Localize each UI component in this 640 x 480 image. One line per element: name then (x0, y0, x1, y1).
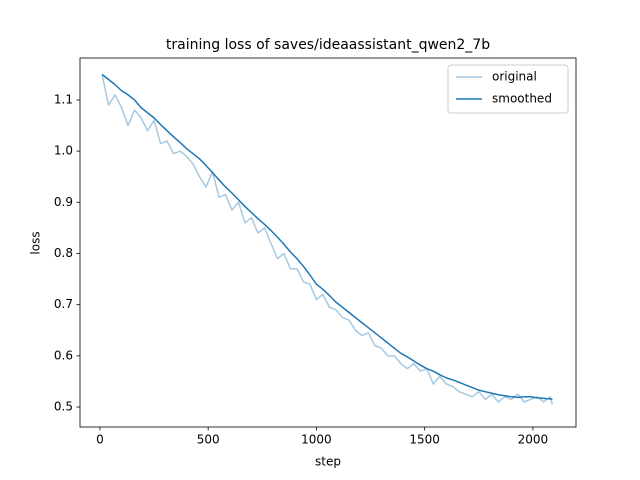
y-tick-label: 0.7 (54, 297, 73, 311)
y-tick-label: 0.6 (54, 348, 73, 362)
y-tick-label: 0.9 (54, 195, 73, 209)
x-axis-label: step (315, 455, 341, 469)
plot-frame (79, 57, 577, 428)
y-tick-label: 1.0 (54, 144, 73, 158)
series-line (101, 74, 554, 405)
x-tick-label: 1500 (409, 433, 440, 447)
x-tick-label: 1000 (301, 433, 332, 447)
series-line (101, 73, 553, 401)
legend-label: smoothed (492, 92, 552, 106)
y-tick-label: 1.1 (54, 92, 73, 106)
y-axis-label: loss (29, 231, 43, 254)
y-tick-label: 0.5 (54, 400, 73, 414)
chart-title: training loss of saves/ideaassistant_qwe… (166, 37, 490, 53)
x-tick-label: 500 (197, 433, 220, 447)
x-tick-label: 2000 (518, 433, 549, 447)
x-tick-label: 0 (96, 433, 104, 447)
y-tick-label: 0.8 (54, 246, 73, 260)
legend-label: original (492, 70, 537, 84)
